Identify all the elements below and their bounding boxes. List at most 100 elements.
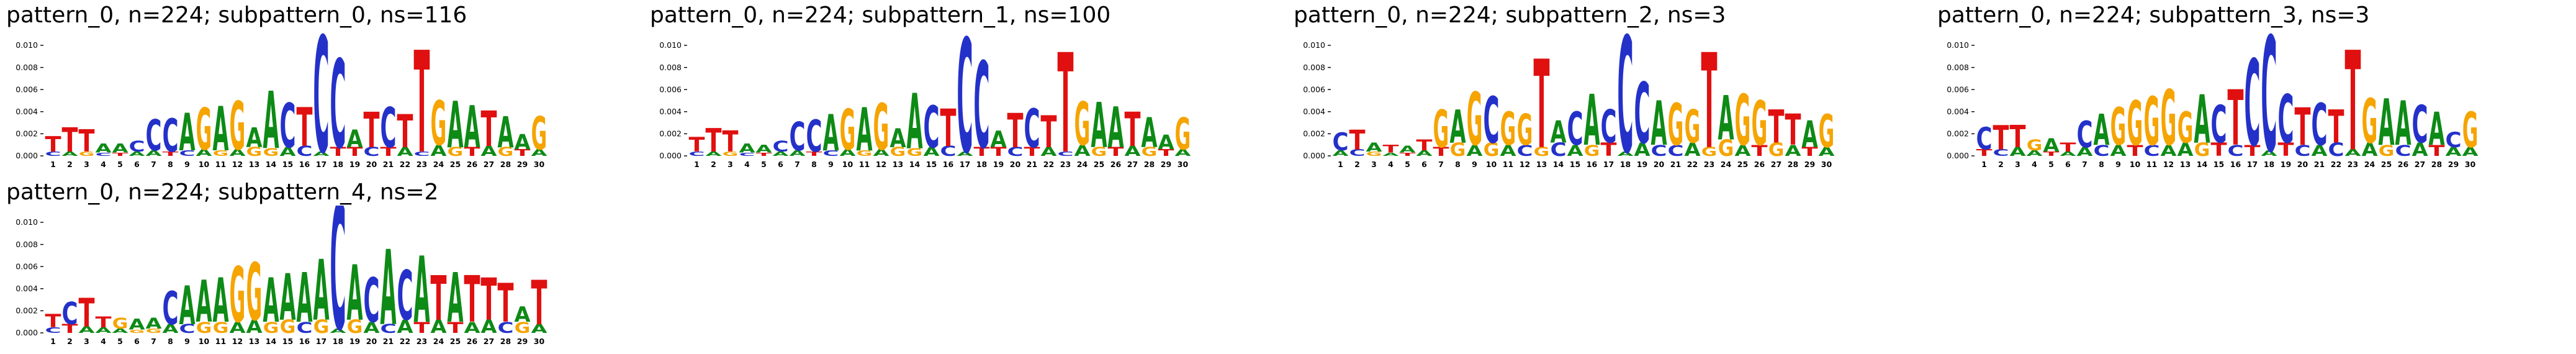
logo-letter-A: A [497, 107, 513, 157]
logo-letter-G: G [230, 252, 246, 340]
svg-text:T: T [1976, 147, 1993, 158]
svg-text:T: T [806, 150, 822, 158]
logo-letter-G: G [498, 145, 514, 159]
svg-text:G: G [112, 314, 128, 332]
logo-letter-A: A [531, 322, 547, 336]
x-tick-label: 28 [500, 337, 511, 346]
logo-letter-A: A [772, 150, 789, 157]
svg-text:A: A [61, 150, 78, 157]
logo-letter-A: A [1466, 142, 1482, 160]
svg-text:G: G [1735, 81, 1751, 162]
x-tick-label: 29 [1804, 160, 1815, 169]
logo-letter-A: A [263, 266, 279, 337]
logo-letter-A: A [1634, 140, 1651, 160]
svg-text:T: T [2278, 139, 2294, 160]
logo-letter-G: G [1484, 140, 1500, 161]
y-axis: 0.000 0.002 0.004 0.006 0.008 0.010 [16, 217, 43, 337]
svg-text:G: G [263, 319, 279, 337]
logo-letter-A: A [1074, 142, 1090, 160]
logo-letter-G: G [1142, 145, 1158, 159]
svg-text:A: A [430, 142, 446, 160]
logo-letter-G: G [448, 145, 464, 159]
logo-letter-A: A [1158, 131, 1174, 154]
logo-letter-C: C [2143, 142, 2159, 160]
svg-text:T: T [756, 152, 772, 157]
x-tick-label: 5 [1405, 160, 1410, 169]
svg-text:T: T [330, 145, 346, 160]
logo-letter-A: A [229, 319, 245, 337]
logo-letter-A: A [531, 148, 547, 158]
svg-text:G: G [1484, 140, 1500, 161]
x-tick-label: 12 [876, 160, 886, 169]
logo-letter-A: A [61, 150, 78, 157]
svg-text:A: A [2043, 135, 2060, 156]
svg-text:T: T [1007, 104, 1024, 158]
svg-text:G: G [2462, 103, 2479, 160]
x-tick-label: 5 [117, 160, 123, 169]
svg-text:C: C [688, 150, 705, 157]
svg-text:A: A [990, 126, 1007, 153]
logo-letter-T: T [756, 152, 772, 157]
logo-letter-G: G [246, 247, 263, 338]
y-tick-label: 0.010 [659, 40, 682, 50]
x-tick-label: 7 [2082, 160, 2087, 169]
svg-text:G: G [1433, 99, 1449, 160]
logo-letter-A: A [1091, 89, 1107, 162]
logo-letter-T: T [2228, 75, 2244, 163]
logo-letter-A: A [397, 145, 413, 159]
x-tick-label: 13 [1536, 160, 1547, 169]
logo-letter-C: C [380, 322, 396, 336]
svg-text:C: C [330, 206, 346, 354]
x-tick-label: 22 [1687, 160, 1698, 169]
svg-text:A: A [112, 327, 128, 334]
svg-text:C: C [923, 94, 939, 161]
svg-text:G: G [246, 145, 263, 159]
logo-letter-G: G [1467, 78, 1483, 163]
logo-letter-A: A [1124, 143, 1140, 160]
logo-letter-A: A [480, 143, 497, 160]
logo-letter-C: C [739, 152, 755, 157]
logo-letter-T: T [991, 145, 1007, 160]
svg-text:G: G [890, 145, 906, 159]
x-tick-label: 3 [2015, 160, 2020, 169]
svg-text:G: G [1091, 145, 1107, 159]
svg-text:C: C [2227, 142, 2243, 160]
logo-letter-C: C [1600, 101, 1616, 153]
x-tick-label: 16 [2230, 160, 2241, 169]
svg-text:T: T [1768, 101, 1784, 153]
x-tick-label: 17 [316, 160, 327, 169]
logo-letter-G: G [1433, 99, 1449, 160]
svg-text:A: A [346, 250, 363, 338]
svg-text:A: A [212, 95, 228, 166]
logo-letter-T: T [531, 268, 547, 338]
svg-text:T: T [1400, 152, 1416, 157]
logo-letter-G: G [196, 97, 212, 163]
x-tick-label: 2 [1354, 160, 1360, 169]
logo-letter-A: A [1801, 114, 1817, 156]
x-tick-label: 21 [1027, 160, 1037, 169]
logo-letter-C: C [1976, 122, 1992, 157]
svg-text:A: A [246, 122, 263, 154]
logo-letter-A: A [2261, 149, 2277, 158]
logo-letter-C: C [380, 96, 396, 160]
svg-text:C: C [739, 152, 755, 157]
logo-letter-A: A [2378, 86, 2394, 160]
x-tick-label: 22 [400, 160, 410, 169]
sequence-logo-panel-2: pattern_0, n=224; subpattern_2, ns=3 0.0… [1287, 0, 1931, 177]
logo-letter-G: G [431, 89, 447, 160]
logo-letter-A: A [179, 276, 195, 337]
x-tick-label: 7 [151, 160, 156, 169]
y-tick-label: 0.002 [16, 306, 38, 315]
svg-text:G: G [857, 149, 873, 158]
x-tick-label: 23 [2348, 160, 2358, 169]
x-tick-label: 3 [84, 337, 89, 346]
svg-text:T: T [347, 145, 363, 160]
y-tick-label: 0.006 [1303, 84, 1325, 94]
logo-letter-C: C [145, 111, 161, 160]
svg-text:C: C [413, 150, 430, 157]
logo-letter-C: C [1007, 145, 1023, 159]
svg-text:T: T [296, 97, 312, 158]
y-tick-label: 0.000 [659, 151, 682, 160]
logo-letter-C: C [313, 29, 329, 177]
